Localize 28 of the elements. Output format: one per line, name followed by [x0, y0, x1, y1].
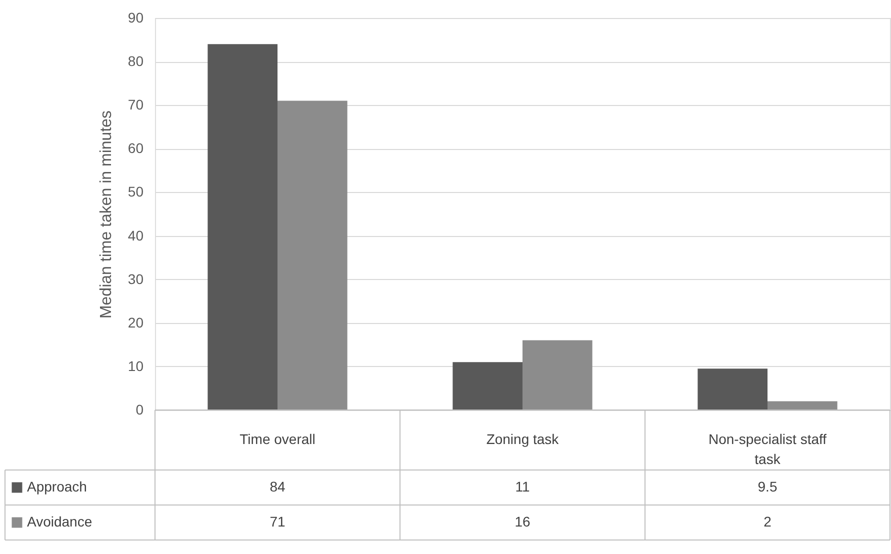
- legend-label: Approach: [27, 478, 87, 494]
- y-tick-label: 90: [128, 10, 144, 26]
- data-label: 84: [270, 478, 286, 494]
- x-tick-label: Zoning task: [486, 431, 560, 447]
- bar: [522, 340, 592, 410]
- bar: [768, 401, 838, 410]
- bar: [452, 362, 522, 410]
- y-axis-title: Median time taken in minutes: [98, 110, 115, 319]
- y-tick-label: 20: [128, 314, 144, 330]
- data-label: 2: [764, 514, 772, 530]
- y-tick-label: 70: [128, 96, 144, 113]
- y-tick-label: 30: [128, 270, 144, 287]
- bar: [278, 100, 348, 410]
- y-tick-label: 10: [128, 358, 144, 374]
- legend-label: Avoidance: [27, 514, 92, 530]
- bar: [698, 368, 768, 410]
- x-tick-label: Time overall: [240, 431, 316, 447]
- data-label: 71: [270, 514, 286, 530]
- bar: [208, 44, 278, 410]
- y-tick-label: 80: [128, 53, 144, 70]
- y-tick-label: 60: [128, 140, 144, 156]
- y-tick-label: 0: [136, 402, 144, 418]
- y-tick-label: 40: [128, 227, 144, 244]
- x-tick-label: Non-specialist staff task: [708, 431, 827, 467]
- data-label: 16: [514, 514, 530, 530]
- y-tick-label: 50: [128, 184, 144, 200]
- data-label: 11: [515, 478, 530, 494]
- data-label: 9.5: [758, 478, 778, 494]
